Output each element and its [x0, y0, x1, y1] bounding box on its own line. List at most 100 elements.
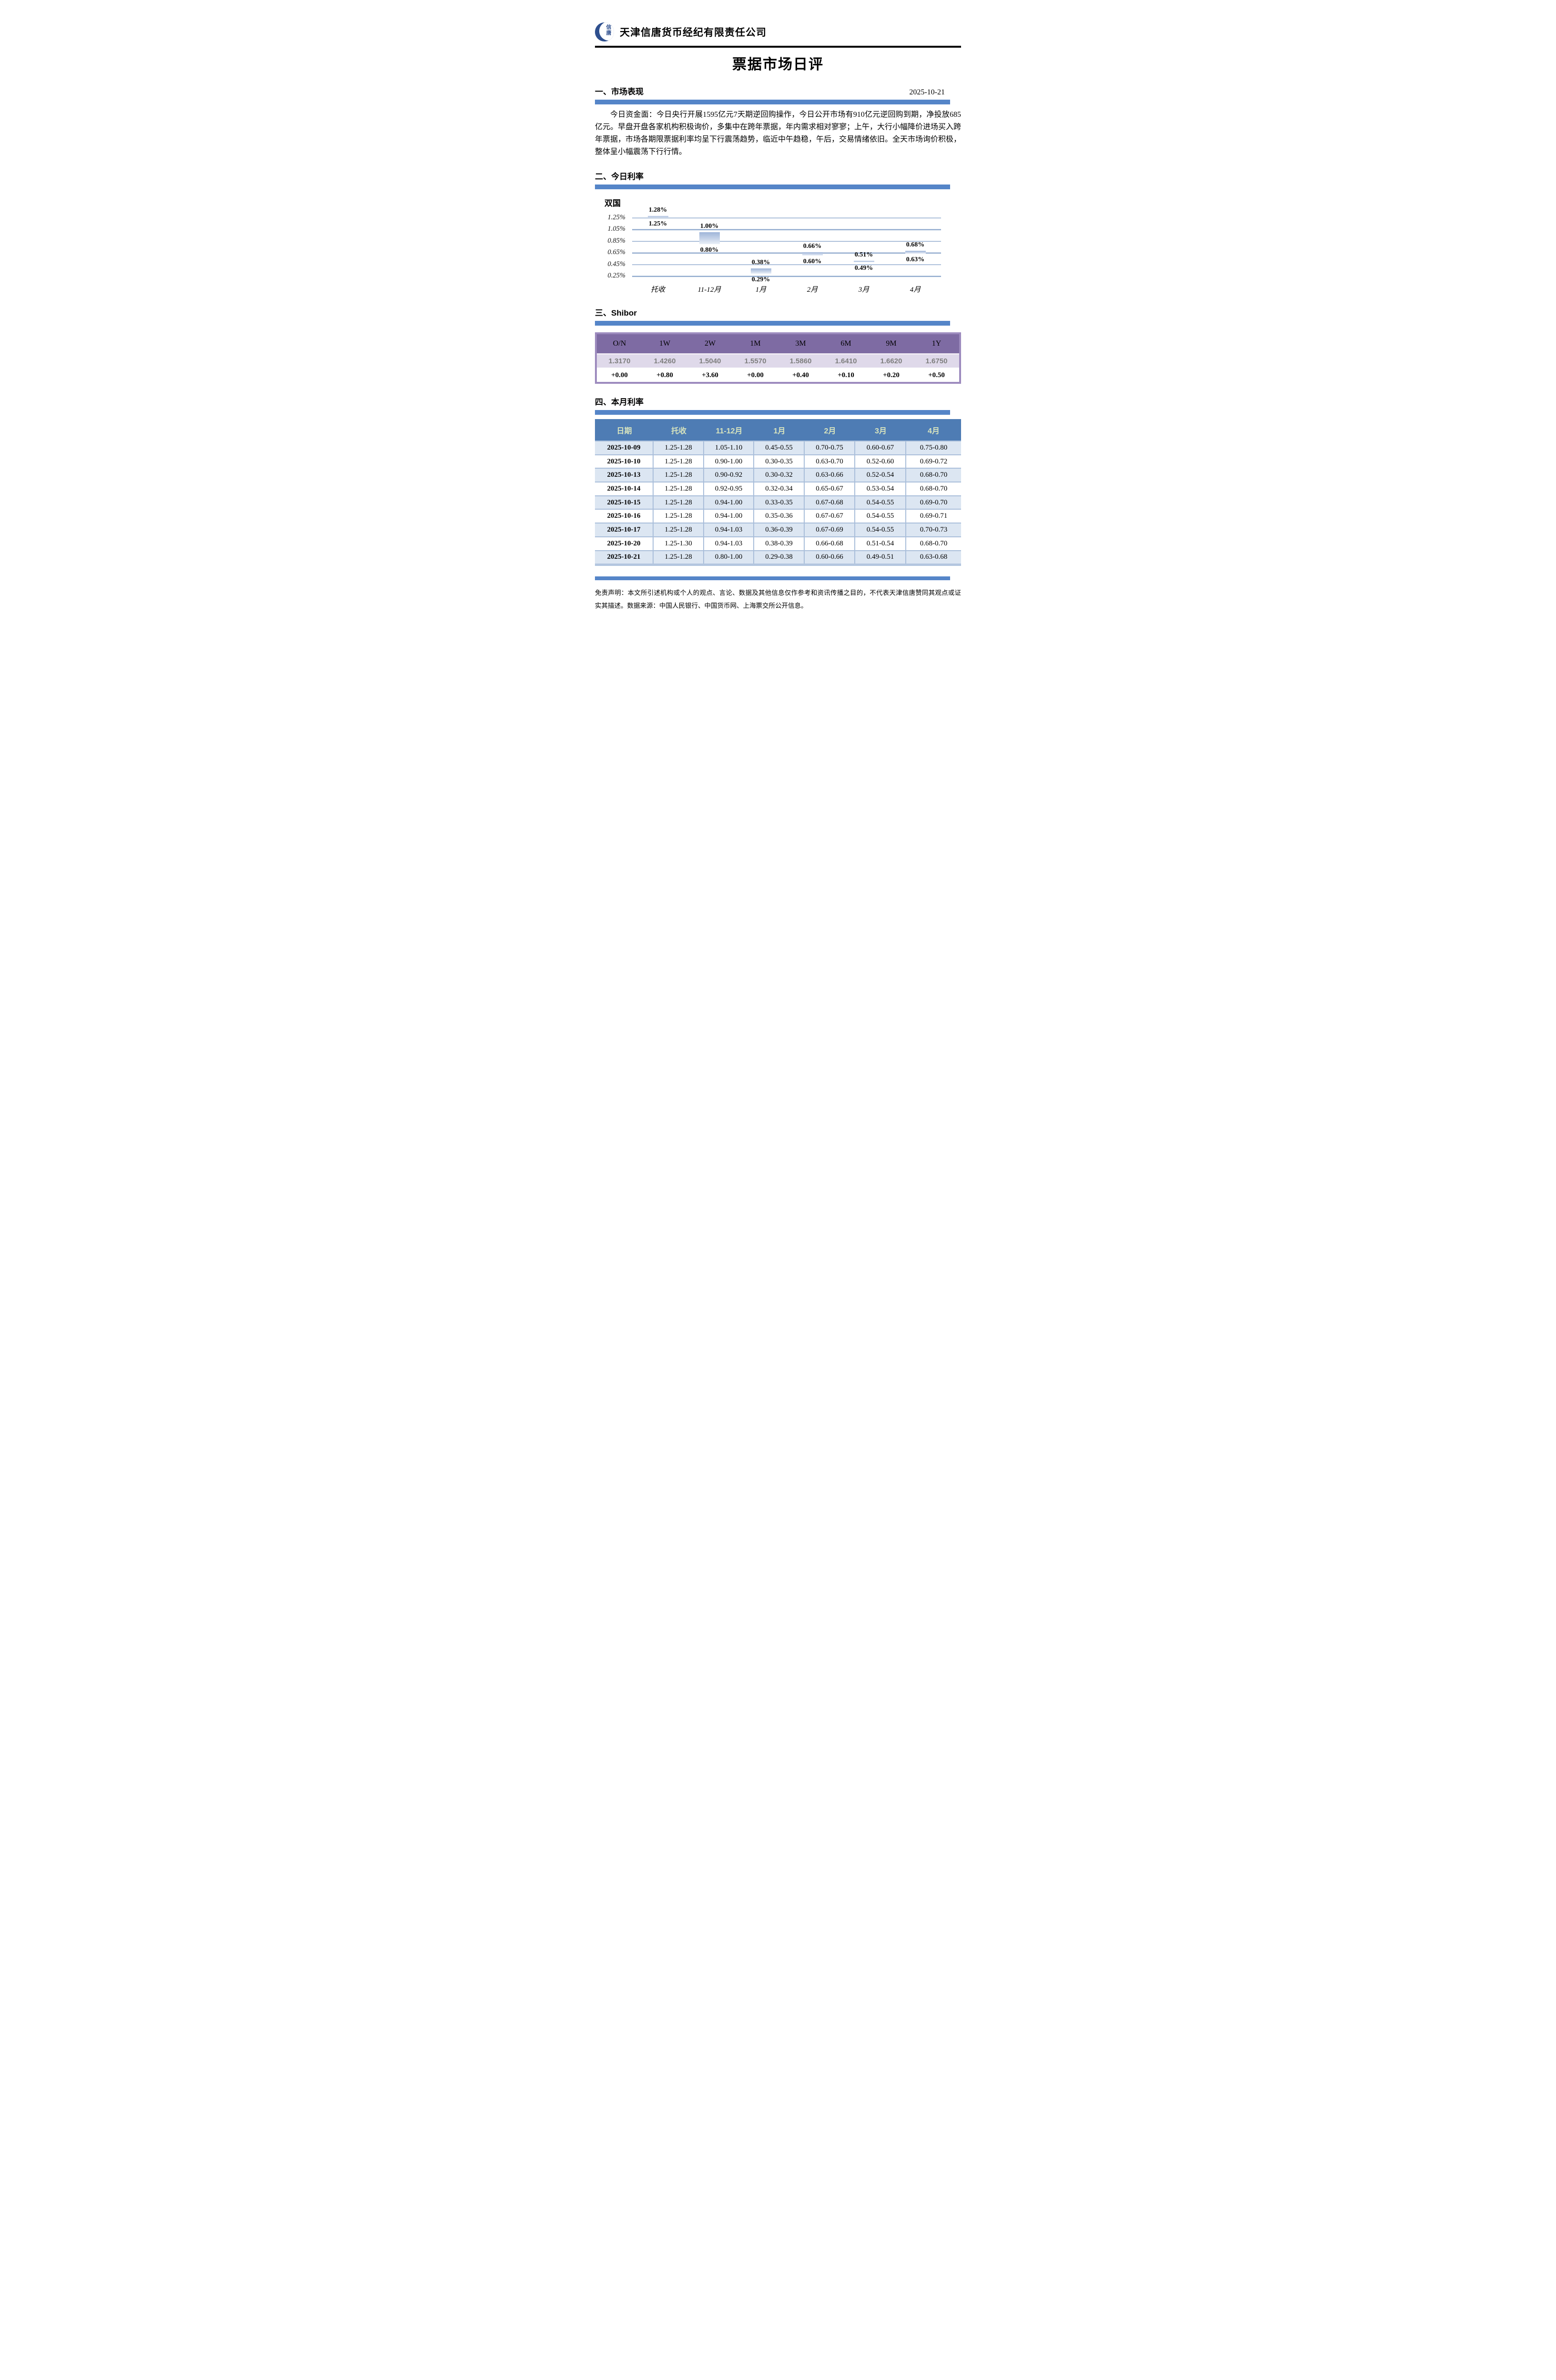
rate-cell: 0.63-0.70 — [805, 455, 855, 468]
bar-label-high: 0.38% — [751, 259, 770, 267]
monthly-header-cell: 日期 — [616, 427, 632, 435]
y-axis-tick: 0.85% — [607, 236, 625, 245]
y-axis-tick: 1.25% — [607, 213, 625, 221]
shibor-rate-value: 1.5860 — [789, 357, 812, 365]
monthly-header-cell: 11-12月 — [716, 427, 743, 435]
rate-cell: 0.90-0.92 — [704, 469, 754, 482]
shibor-rates-row: 1.3170 1.4260 1.5040 1.5570 1.5860 1.6410 1.66… — [597, 353, 959, 368]
section-market-heading: 一、市场表现 — [595, 87, 644, 96]
shibor-rate-value: 1.6620 — [880, 357, 902, 365]
shibor-rate-value: 1.4260 — [654, 357, 676, 365]
rate-cell: 0.63-0.68 — [920, 553, 948, 561]
date-cell: 2025-10-20 — [595, 537, 654, 550]
rate-cell: 0.94-1.03 — [704, 537, 754, 550]
table-row: 2025-10-15 1.25-1.28 0.94-1.00 0.33-0.35 0.6… — [595, 495, 961, 509]
rate-cell: 1.25-1.28 — [654, 482, 704, 495]
table-row: 2025-10-17 1.25-1.28 0.94-1.03 0.36-0.39 0.6… — [595, 523, 961, 536]
section-underline — [595, 321, 950, 326]
report-date: 2025-10-21 — [909, 88, 945, 96]
shibor-change-value: +0.80 — [656, 371, 673, 379]
bottom-divider — [595, 576, 950, 581]
shibor-rate-value: 1.3170 — [608, 357, 631, 365]
chart-plot: 1.28% 1.25% 托收 1.00% 0.80% 11-12月 0.38% 0.29% 1月… — [632, 196, 941, 295]
section-underline — [595, 100, 950, 104]
rate-cell: 0.94-1.00 — [704, 510, 754, 523]
rate-cell: 1.25-1.30 — [654, 537, 704, 550]
rate-cell: 0.36-0.39 — [754, 523, 805, 536]
date-cell: 2025-10-21 — [595, 551, 654, 564]
rate-cell: 0.45-0.55 — [754, 441, 805, 454]
shibor-tenor-header: O/N — [613, 339, 626, 348]
shibor-tenor-header: 6M — [840, 339, 851, 348]
monthly-header-row: 日期 托收 11-12月 1月 2月 3月 4月 — [595, 419, 961, 441]
bar-label-low: 0.63% — [906, 256, 925, 264]
rate-cell: 0.32-0.34 — [754, 482, 805, 495]
rate-cell: 1.25-1.28 — [654, 469, 704, 482]
chart-gridline — [632, 264, 941, 265]
disclaimer-text: 免责声明：本文所引述机构或个人的观点、言论、数据及其他信息仅作参考和资讯传播之目… — [595, 589, 961, 610]
shibor-table: O/N 1W 2W 1M 3M 6M 9M 1Y 1.3170 1.4260 1.5040 1.55… — [595, 332, 961, 384]
rate-cell: 0.69-0.71 — [920, 512, 948, 520]
range-bar — [750, 268, 771, 274]
rate-cell: 0.35-0.36 — [754, 510, 805, 523]
shibor-tenor-header: 1M — [750, 339, 761, 348]
rate-cell: 0.90-1.00 — [704, 455, 754, 468]
section-underline — [595, 410, 950, 415]
bar-label-high: 1.28% — [648, 206, 667, 214]
shibor-tenor-header: 3M — [795, 339, 806, 348]
company-logo-icon: 信唐 — [595, 22, 614, 41]
rate-cell: 0.67-0.68 — [805, 496, 855, 509]
date-cell: 2025-10-15 — [595, 496, 654, 509]
shibor-header-row: O/N 1W 2W 1M 3M 6M 9M 1Y — [597, 334, 959, 353]
shibor-change-value: +0.10 — [838, 371, 854, 379]
monthly-header-cell: 2月 — [824, 427, 836, 435]
y-axis-tick: 0.25% — [607, 272, 625, 279]
bar-label-high: 1.00% — [700, 223, 719, 230]
monthly-table-body: 2025-10-09 1.25-1.28 1.05-1.10 0.45-0.55 0.7… — [595, 441, 961, 564]
rate-cell: 0.94-1.03 — [704, 523, 754, 536]
shibor-change-value: +3.60 — [702, 371, 718, 379]
date-cell: 2025-10-16 — [595, 510, 654, 523]
x-axis-label: 4月 — [910, 286, 921, 294]
rate-cell: 0.68-0.70 — [920, 484, 948, 492]
section-monthly-heading: 四、本月利率 — [595, 398, 644, 407]
table-row: 2025-10-09 1.25-1.28 1.05-1.10 0.45-0.55 0.7… — [595, 441, 961, 454]
table-row: 2025-10-21 1.25-1.28 0.80-1.00 0.29-0.38 0.6… — [595, 550, 961, 564]
monthly-rate-table: 日期 托收 11-12月 1月 2月 3月 4月 2025-10-09 1.25-1.28 1.… — [595, 419, 961, 566]
market-paragraph: 今日资金面：今日央行开展1595亿元7天期逆回购操作，今日公开市场有910亿元逆… — [595, 111, 962, 156]
rate-cell: 1.05-1.10 — [704, 441, 754, 454]
shibor-tenor-header: 9M — [886, 339, 897, 348]
rate-cell: 0.30-0.35 — [754, 455, 805, 468]
section-today-rates-heading: 二、今日利率 — [595, 172, 644, 181]
x-axis-label: 1月 — [755, 286, 767, 294]
shibor-change-value: +0.00 — [747, 371, 764, 379]
company-name: 天津信唐货币经纪有限责任公司 — [620, 27, 767, 38]
logo-crescent-shape — [599, 22, 614, 41]
rate-cell: 0.49-0.51 — [855, 551, 906, 564]
range-bar — [853, 261, 874, 263]
monthly-header-cell: 1月 — [773, 427, 786, 435]
shibor-rate-value: 1.6750 — [925, 357, 948, 365]
date-cell: 2025-10-17 — [595, 523, 654, 536]
monthly-header-cell: 3月 — [875, 427, 887, 435]
section-shibor-heading: 三、Shibor — [595, 308, 637, 318]
chart-y-axis: 1.25% 1.05% 0.85% 0.65% 0.45% 0.25% — [595, 196, 625, 295]
rate-cell: 1.25-1.28 — [654, 455, 704, 468]
rate-cell: 0.69-0.70 — [920, 498, 948, 506]
rate-cell: 0.69-0.72 — [920, 457, 948, 465]
x-axis-label: 3月 — [858, 286, 870, 294]
shibor-rate-value: 1.5040 — [699, 357, 721, 365]
shibor-change-value: +0.50 — [928, 371, 945, 379]
rate-cell: 0.75-0.80 — [920, 443, 948, 451]
rate-cell: 0.54-0.55 — [855, 496, 906, 509]
range-bar — [699, 232, 720, 244]
rate-cell: 0.68-0.70 — [920, 471, 948, 479]
bar-label-low: 0.49% — [854, 265, 873, 272]
chart-series-label: 双国 — [604, 199, 621, 208]
range-bar — [905, 251, 926, 254]
rate-cell: 0.30-0.32 — [754, 469, 805, 482]
rate-cell: 1.25-1.28 — [654, 510, 704, 523]
shibor-change-value: +0.20 — [883, 371, 900, 379]
bar-label-low: 0.29% — [751, 276, 770, 284]
rate-cell: 0.92-0.95 — [704, 482, 754, 495]
